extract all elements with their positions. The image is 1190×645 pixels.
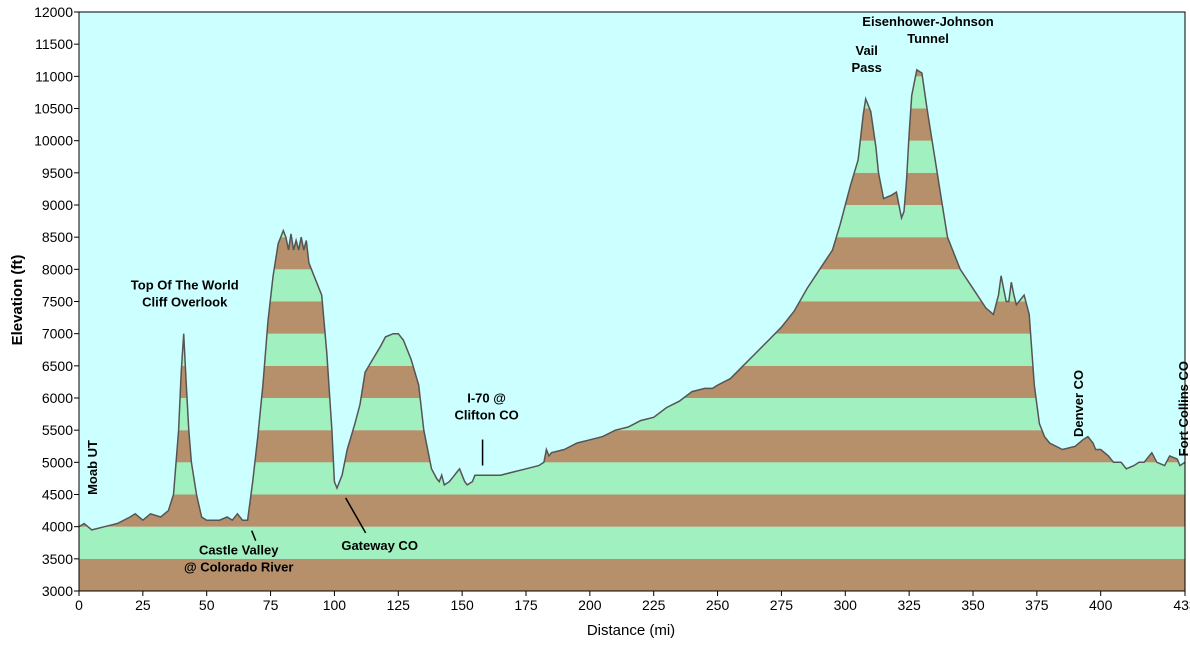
y-tick-label: 6000 — [42, 390, 73, 406]
y-tick-label: 11500 — [35, 36, 73, 52]
annotation-label: Fort Collins CO — [1176, 361, 1190, 456]
annotation-leader — [250, 530, 257, 541]
y-tick-label: 4000 — [42, 519, 73, 535]
annotation-eisenhower: Eisenhower-Johnson Tunnel — [862, 14, 994, 46]
x-axis-title: Distance (mi) — [587, 622, 675, 639]
x-tick-label: 200 — [578, 597, 602, 613]
x-tick-label: 125 — [387, 597, 411, 613]
y-tick-label: 3500 — [42, 551, 73, 567]
y-axis: 3000 3500 4000 4500 5000 5500 6000 6500 7000 7500… — [34, 4, 79, 599]
x-tick-label: 325 — [897, 597, 921, 613]
y-tick-label: 12000 — [34, 4, 73, 20]
y-tick-label: 9000 — [42, 197, 73, 213]
annotation-gateway: Gateway CO — [341, 538, 418, 553]
y-tick-label: 8500 — [42, 229, 73, 245]
x-tick-label: 375 — [1025, 597, 1049, 613]
annotation-label: Vail Pass — [852, 43, 882, 75]
annotation-vail: Vail Pass — [852, 43, 882, 75]
x-tick-label: 433 — [1173, 597, 1190, 613]
y-tick-label: 10500 — [34, 101, 73, 117]
annotation-label: Moab UT — [85, 440, 100, 495]
y-tick-label: 7500 — [42, 294, 73, 310]
y-axis-title: Elevation (ft) — [9, 255, 26, 346]
y-tick-label: 8000 — [42, 261, 73, 277]
annotation-top-of-world: Top Of The World Cliff Overlook — [131, 278, 239, 310]
y-tick-label: 7000 — [42, 326, 73, 342]
elevation-band — [79, 494, 1185, 527]
x-tick-label: 400 — [1089, 597, 1113, 613]
x-tick-label: 75 — [263, 597, 279, 613]
y-tick-label: 5500 — [42, 422, 73, 438]
annotation-label: Denver CO — [1071, 370, 1086, 437]
x-tick-label: 150 — [450, 597, 474, 613]
annotation-denver: Denver CO — [1071, 370, 1086, 437]
x-axis: 0 25 50 75 100 125 150 175 200 225 250 275 300 325 350… — [75, 591, 1190, 613]
annotation-label: I-70 @ Clifton CO — [454, 391, 518, 423]
annotation-moab: Moab UT — [85, 440, 100, 495]
elevation-band — [79, 462, 1185, 495]
elevation-band — [79, 430, 1185, 463]
elevation-profile-line — [78, 68, 1186, 531]
x-tick-label: 0 — [75, 597, 83, 613]
annotation-leader — [344, 497, 367, 534]
y-tick-label: 3000 — [42, 583, 73, 599]
x-tick-label: 350 — [961, 597, 985, 613]
y-tick-label: 9500 — [42, 165, 73, 181]
y-tick-label: 6500 — [42, 358, 73, 374]
y-tick-label: 11000 — [35, 68, 73, 84]
annotation-clifton: I-70 @ Clifton CO — [454, 391, 518, 423]
annotation-label: Top Of The World Cliff Overlook — [131, 278, 239, 310]
x-tick-label: 25 — [135, 597, 151, 613]
annotation-label: Gateway CO — [341, 538, 418, 553]
elevation-band — [79, 526, 1185, 559]
y-tick-label: 10000 — [34, 133, 73, 149]
annotation-castle-valley: Castle Valley @ Colorado River — [184, 543, 293, 575]
elevation-band — [79, 558, 1185, 591]
y-tick-label: 4500 — [42, 487, 73, 503]
annotation-label: Eisenhower-Johnson Tunnel — [862, 14, 994, 46]
annotations: Moab UT Top Of The World Cliff Overlook Cas… — [85, 14, 1190, 575]
y-tick-label: 5000 — [42, 454, 73, 470]
x-tick-label: 225 — [642, 597, 666, 613]
x-tick-label: 275 — [770, 597, 794, 613]
x-tick-label: 300 — [834, 597, 858, 613]
annotation-label: Castle Valley @ Colorado River — [184, 543, 293, 575]
x-tick-label: 175 — [514, 597, 538, 613]
annotation-fort-collins: Fort Collins CO — [1176, 361, 1190, 456]
x-tick-label: 50 — [199, 597, 215, 613]
x-tick-label: 100 — [323, 597, 347, 613]
x-tick-label: 250 — [706, 597, 730, 613]
